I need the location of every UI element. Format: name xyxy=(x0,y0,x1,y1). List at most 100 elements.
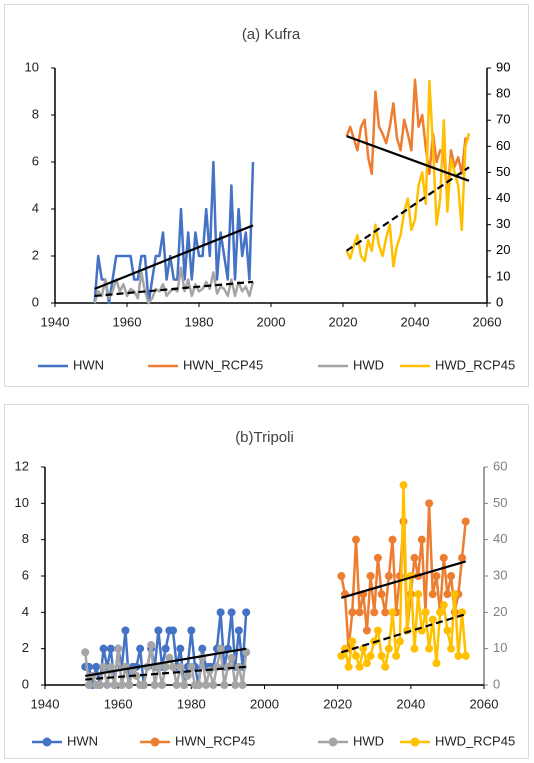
chart-title: (a) Kufra xyxy=(242,26,301,43)
point xyxy=(458,608,467,617)
point xyxy=(227,653,236,662)
y2-tick-label: 80 xyxy=(496,86,510,101)
point xyxy=(366,651,375,660)
y-tick-label: 0 xyxy=(22,676,29,691)
point xyxy=(187,662,196,671)
y2-tick-label: 60 xyxy=(496,138,510,153)
point xyxy=(139,681,148,689)
trend-line xyxy=(85,647,247,678)
point xyxy=(443,590,452,599)
point xyxy=(370,608,379,617)
point xyxy=(337,572,346,580)
legend-marker xyxy=(42,737,52,747)
point xyxy=(216,644,225,653)
legend-label: HWD xyxy=(353,357,384,372)
x-tick-label: 2060 xyxy=(470,696,499,711)
point xyxy=(362,626,371,635)
point xyxy=(103,681,112,689)
point xyxy=(432,659,441,668)
point xyxy=(158,681,167,689)
point xyxy=(373,553,382,562)
point xyxy=(366,572,375,580)
point xyxy=(147,641,156,650)
legend-marker xyxy=(150,737,160,747)
point xyxy=(417,535,426,544)
chart-title: (b)Tripoli xyxy=(235,429,294,446)
point xyxy=(180,681,189,689)
point xyxy=(439,601,448,610)
point xyxy=(231,681,240,689)
y-tick-label: 4 xyxy=(22,604,29,619)
y2-tick-label: 0 xyxy=(493,676,500,691)
legend-label: HWN_RCP45 xyxy=(175,733,255,748)
point xyxy=(355,662,364,671)
y2-tick-label: 50 xyxy=(496,164,510,179)
point xyxy=(428,590,437,599)
point xyxy=(117,681,126,689)
point xyxy=(161,644,170,653)
y-tick-label: 2 xyxy=(22,640,29,655)
point xyxy=(344,662,353,671)
point xyxy=(132,671,141,680)
x-tick-label: 1960 xyxy=(113,314,142,329)
point xyxy=(194,681,203,689)
trend-line xyxy=(94,280,254,298)
point xyxy=(410,553,419,562)
point xyxy=(136,644,145,653)
point xyxy=(337,651,346,660)
point xyxy=(439,553,448,562)
point xyxy=(150,681,159,689)
point xyxy=(377,651,386,660)
point xyxy=(106,662,115,671)
legend-label: HWD xyxy=(353,733,384,748)
point xyxy=(114,644,123,653)
point xyxy=(428,615,437,624)
y2-tick-label: 10 xyxy=(493,640,507,655)
point xyxy=(242,608,251,617)
point xyxy=(121,626,130,635)
y-tick-label: 2 xyxy=(32,247,39,262)
x-tick-label: 1980 xyxy=(177,696,206,711)
point xyxy=(436,608,445,617)
trend-line xyxy=(341,560,467,599)
x-tick-label: 1960 xyxy=(104,696,133,711)
y2-tick-label: 40 xyxy=(493,531,507,546)
point xyxy=(216,608,225,617)
point xyxy=(461,651,470,660)
point xyxy=(165,653,174,662)
point xyxy=(209,681,218,689)
point xyxy=(125,681,134,689)
legend-label: HWD_RCP45 xyxy=(435,357,515,372)
point xyxy=(183,671,192,680)
x-tick-label: 1940 xyxy=(41,314,70,329)
point xyxy=(414,590,423,599)
point xyxy=(99,644,108,653)
x-tick-label: 2040 xyxy=(396,696,425,711)
y2-tick-label: 60 xyxy=(493,458,507,473)
y2-tick-label: 30 xyxy=(496,216,510,231)
x-tick-label: 1980 xyxy=(185,314,214,329)
point xyxy=(381,662,390,671)
point xyxy=(169,662,178,671)
panel-frame xyxy=(4,4,529,387)
y2-tick-label: 0 xyxy=(496,294,503,309)
legend-label: HWN xyxy=(67,733,98,748)
point xyxy=(201,681,210,689)
trend-line xyxy=(345,166,470,252)
point xyxy=(95,681,104,689)
x-tick-label: 2040 xyxy=(401,314,430,329)
trend-line xyxy=(346,135,470,182)
point xyxy=(169,626,178,635)
point xyxy=(242,648,251,657)
legend-label: HWN xyxy=(73,357,104,372)
point xyxy=(355,608,364,617)
point xyxy=(395,637,404,646)
legend-marker xyxy=(410,737,420,747)
point xyxy=(348,608,357,617)
point xyxy=(381,608,390,617)
point xyxy=(388,608,397,617)
point xyxy=(425,499,434,508)
x-tick-label: 2020 xyxy=(323,696,352,711)
point xyxy=(454,651,463,660)
